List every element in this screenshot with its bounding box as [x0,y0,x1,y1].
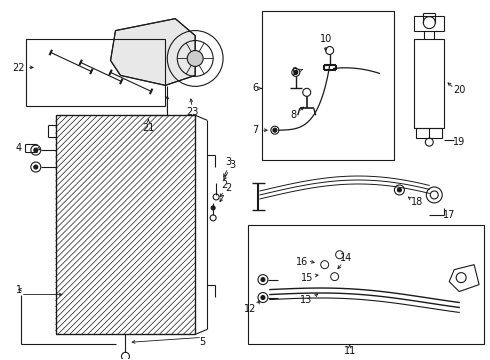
Text: 14: 14 [340,253,352,263]
Bar [56,115,195,334]
Circle shape [187,50,203,67]
Bar [416,128,442,138]
Bar [56,115,195,334]
Text: 17: 17 [443,210,455,220]
Polygon shape [111,19,195,85]
Bar [415,39,444,128]
Bar [262,11,394,160]
Text: 6: 6 [252,84,258,93]
Text: 8: 8 [291,110,297,120]
Text: 18: 18 [411,197,423,207]
Text: 22: 22 [13,63,25,73]
Text: 16: 16 [295,257,308,267]
Circle shape [294,71,298,75]
Text: 12: 12 [244,305,256,315]
Text: 3: 3 [225,157,231,167]
Circle shape [211,206,215,210]
Text: 7: 7 [252,125,258,135]
Circle shape [273,128,277,132]
Bar [248,225,484,345]
Text: 20: 20 [453,85,466,95]
Text: 10: 10 [319,33,332,44]
Text: 21: 21 [142,123,154,133]
Text: 23: 23 [186,107,198,117]
Text: 2: 2 [225,183,231,193]
Text: 5: 5 [199,337,205,347]
Text: 19: 19 [453,137,465,147]
Text: 3: 3 [229,160,235,170]
Text: 11: 11 [343,346,356,356]
Circle shape [34,165,38,169]
Circle shape [397,188,401,192]
Text: 2: 2 [221,180,227,190]
Text: 1: 1 [16,284,22,294]
Circle shape [34,148,38,152]
Circle shape [261,296,265,300]
Text: 9: 9 [292,67,298,77]
Bar [26,39,165,106]
Text: 15: 15 [300,273,313,283]
Text: 13: 13 [300,294,312,305]
Circle shape [261,278,265,282]
Text: 4: 4 [16,143,22,153]
